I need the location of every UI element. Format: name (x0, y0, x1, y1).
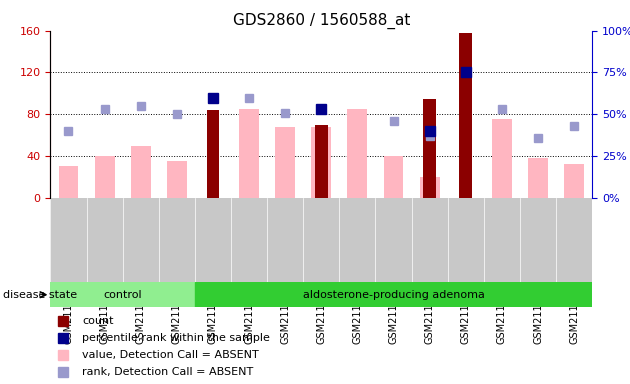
Text: percentile rank within the sample: percentile rank within the sample (82, 333, 270, 343)
Bar (315, 125, 328, 198)
Bar (239, 109, 259, 198)
Title: GDS2860 / 1560588_at: GDS2860 / 1560588_at (232, 13, 410, 29)
Bar (384, 156, 403, 198)
Bar (131, 146, 151, 198)
Bar (564, 164, 584, 198)
Bar (423, 99, 436, 198)
Bar (94, 156, 115, 198)
Bar (311, 127, 331, 198)
Bar (528, 158, 548, 198)
Text: count: count (82, 316, 113, 326)
Text: rank, Detection Call = ABSENT: rank, Detection Call = ABSENT (82, 367, 253, 377)
Text: disease state: disease state (3, 290, 77, 300)
Bar (420, 177, 440, 198)
Bar (348, 109, 367, 198)
Text: aldosterone-producing adenoma: aldosterone-producing adenoma (302, 290, 484, 300)
Bar (59, 166, 78, 198)
Bar (492, 119, 512, 198)
Bar (275, 127, 295, 198)
Bar (167, 161, 186, 198)
Text: value, Detection Call = ABSENT: value, Detection Call = ABSENT (82, 350, 259, 360)
Bar (50, 282, 195, 307)
Bar (195, 282, 592, 307)
Bar (459, 33, 472, 198)
Bar (207, 110, 219, 198)
Text: control: control (103, 290, 142, 300)
